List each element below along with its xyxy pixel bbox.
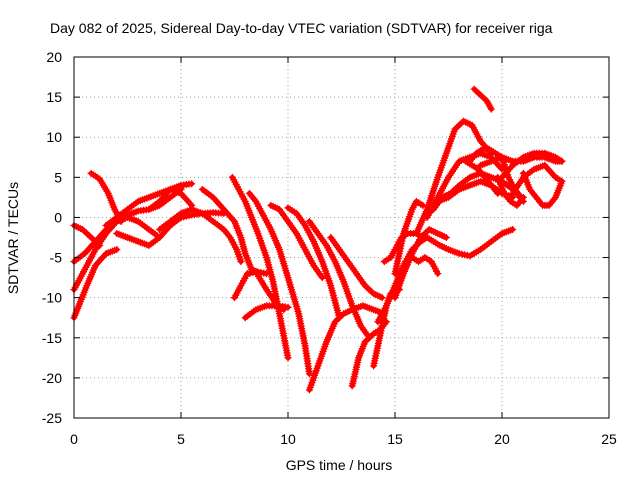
series-track [305, 302, 388, 394]
x-axis-label: GPS time / hours [286, 457, 393, 473]
y-tick-label: 10 [46, 129, 62, 145]
series-track [145, 185, 196, 213]
data-series [70, 85, 566, 394]
series-track [228, 173, 292, 362]
series-track [494, 173, 527, 209]
series-track [423, 225, 517, 260]
plus-markers [156, 205, 245, 266]
y-tick-label: -25 [42, 410, 62, 426]
series-track [241, 302, 288, 322]
x-tick-label: 5 [177, 431, 185, 447]
plus-markers [305, 217, 373, 342]
plus-markers [470, 85, 495, 113]
y-tick-label: -15 [42, 330, 62, 346]
plus-markers [494, 173, 527, 209]
plus-markers [241, 302, 288, 322]
x-tick-label: 25 [601, 431, 617, 447]
x-tick-label: 15 [387, 431, 403, 447]
series-track [470, 85, 495, 113]
series-track [509, 161, 566, 197]
series-track [412, 117, 495, 237]
series-track [245, 189, 313, 378]
plus-markers [228, 173, 292, 362]
x-tick-label: 0 [70, 431, 78, 447]
y-tick-label: 5 [54, 169, 62, 185]
plus-markers [327, 234, 386, 302]
plus-markers [284, 204, 343, 322]
plus-markers [245, 189, 313, 378]
plus-markers [267, 201, 326, 282]
series-track [498, 149, 566, 181]
chart-title: Day 082 of 2025, Sidereal Day-to-day VTE… [50, 20, 553, 36]
plus-markers [113, 209, 228, 250]
series-track [519, 169, 566, 209]
y-tick-label: -5 [50, 250, 63, 266]
x-tick-label: 20 [494, 431, 510, 447]
y-tick-label: 0 [54, 209, 62, 225]
y-tick-label: -10 [42, 290, 62, 306]
grid-lines [74, 57, 609, 418]
plus-markers [145, 185, 196, 213]
series-track [267, 201, 326, 282]
plus-markers [305, 302, 388, 394]
series-track [402, 254, 442, 278]
y-tick-label: 15 [46, 89, 62, 105]
series-band [306, 303, 387, 393]
axes: 0 5 10 15 20 25 -25 -20 -15 -10 -5 0 5 10 15 20 [42, 49, 617, 447]
series-track [156, 205, 245, 266]
x-tick-label: 10 [280, 431, 296, 447]
plus-markers [412, 117, 495, 237]
series-track [391, 197, 427, 278]
series-track [327, 234, 386, 302]
y-tick-label: 20 [46, 49, 62, 65]
plus-markers [402, 254, 442, 278]
plus-markers [391, 197, 427, 278]
y-axis-label: SDTVAR / TECUs [5, 182, 21, 294]
series-track [305, 217, 373, 342]
y-tick-label: -20 [42, 370, 62, 386]
plus-markers [498, 149, 566, 181]
plus-markers [423, 225, 517, 260]
plus-markers [519, 169, 566, 209]
series-track [284, 204, 343, 322]
plot-frame [73, 56, 610, 419]
